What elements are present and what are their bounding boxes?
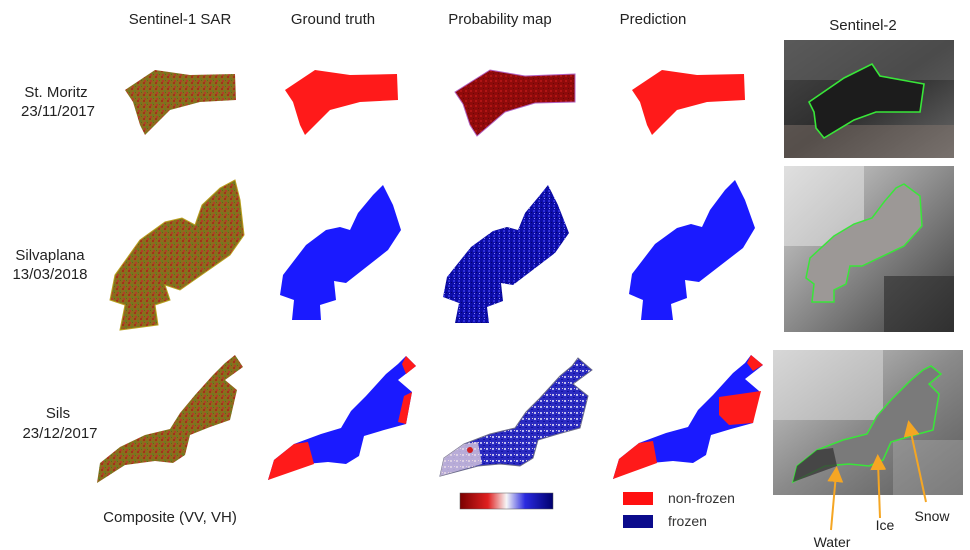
row-label-date-st-moritz: 23/11/2017 bbox=[21, 103, 95, 120]
row-label-date-sils: 23/12/2017 bbox=[22, 425, 97, 442]
sils-sar-panel bbox=[97, 355, 243, 483]
column-header-sentinel1: Sentinel-1 SAR bbox=[129, 11, 232, 28]
row-label-date-silvaplana: 13/03/2018 bbox=[12, 266, 87, 283]
annotation-snow: Snow bbox=[914, 508, 950, 524]
row-label-lake-sils: Sils bbox=[46, 405, 70, 422]
legend-swatch-frozen bbox=[623, 515, 653, 528]
legend-label-frozen: frozen bbox=[668, 513, 707, 529]
column-header-prediction: Prediction bbox=[620, 11, 687, 28]
sils-probability-panel bbox=[439, 357, 593, 477]
column-header-sentinel2: Sentinel-2 bbox=[829, 17, 897, 34]
legend-label-non-frozen: non-frozen bbox=[668, 490, 735, 506]
sils-prediction-panel bbox=[613, 355, 763, 479]
annotation-ice: Ice bbox=[876, 517, 895, 533]
silvaplana-ground-truth-panel bbox=[280, 185, 401, 320]
probability-colorbar bbox=[459, 492, 554, 510]
silvaplana-sar-panel bbox=[109, 179, 245, 331]
composite-label: Composite (VV, VH) bbox=[103, 509, 237, 526]
row-label-lake-st-moritz: St. Moritz bbox=[24, 84, 87, 101]
st-moritz-prediction-panel bbox=[632, 70, 745, 135]
legend-swatch-non-frozen bbox=[623, 492, 653, 505]
sils-ground-truth-panel bbox=[268, 356, 416, 480]
st-moritz-sentinel2-panel bbox=[784, 40, 954, 158]
silvaplana-probability-panel bbox=[443, 185, 569, 323]
annotation-arrows bbox=[827, 420, 927, 531]
column-header-probability-map: Probability map bbox=[448, 11, 551, 28]
column-header-ground-truth: Ground truth bbox=[291, 11, 375, 28]
st-moritz-ground-truth-panel bbox=[285, 70, 398, 135]
silvaplana-sentinel2-panel bbox=[784, 166, 954, 332]
row-label-lake-silvaplana: Silvaplana bbox=[15, 247, 85, 264]
st-moritz-probability-panel bbox=[454, 69, 576, 137]
sils-sentinel2-panel bbox=[773, 350, 963, 495]
silvaplana-prediction-panel bbox=[629, 180, 755, 320]
st-moritz-sar-panel bbox=[125, 70, 236, 135]
legend: non-frozen frozen bbox=[623, 490, 735, 529]
annotation-water: Water bbox=[814, 534, 851, 550]
